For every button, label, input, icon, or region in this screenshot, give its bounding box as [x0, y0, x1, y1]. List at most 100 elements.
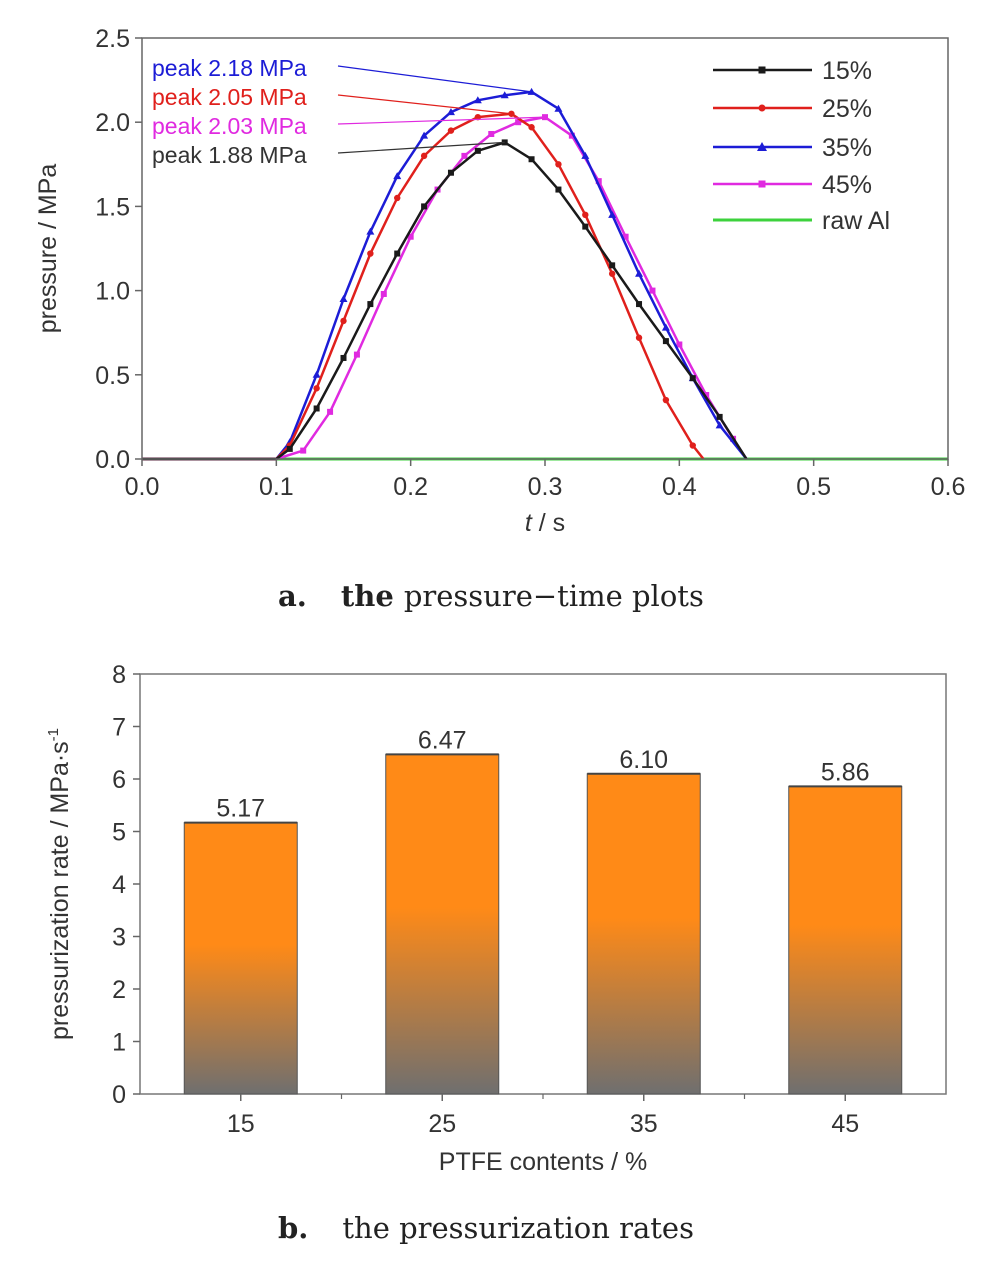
bar-value-label: 6.10 [619, 746, 668, 774]
data-point [703, 392, 710, 399]
y-tick-label: 2.5 [95, 25, 130, 53]
data-point [447, 127, 455, 134]
y-tick-label: 0.0 [95, 446, 130, 474]
legend-entry: 25% [713, 95, 872, 123]
bar-group: 5.86 [788, 758, 903, 1095]
legend: 15% 25% 35% 45% raw Al [713, 57, 890, 235]
data-point [649, 287, 656, 294]
series-line [142, 141, 748, 461]
data-point [394, 194, 401, 202]
legend-marker [758, 104, 766, 112]
data-point [661, 323, 670, 331]
bar-group: 6.10 [586, 746, 701, 1095]
peak-annotation-label: peak 2.18 MPa [152, 55, 307, 81]
series-25- [142, 110, 705, 461]
x-tick-label: 0.0 [125, 473, 160, 501]
caption-b: b. the pressurization rates [278, 1211, 694, 1245]
y-tick-label: 7 [112, 714, 126, 742]
data-point [608, 270, 616, 277]
data-point [555, 186, 562, 193]
y-tick-label: 8 [112, 661, 126, 689]
y-tick-label: 1 [112, 1029, 126, 1057]
legend-label: 35% [822, 134, 872, 162]
bar [385, 753, 500, 1095]
data-point [313, 405, 320, 412]
data-point [582, 211, 589, 219]
x-tick-label: 0.5 [796, 473, 831, 501]
x-tick-label: 15 [227, 1110, 255, 1138]
x-tick-label: 0.4 [662, 473, 697, 501]
data-point [313, 385, 320, 392]
legend-marker [757, 142, 767, 151]
series-line [142, 90, 748, 461]
y-tick-label: 2 [112, 976, 126, 1004]
data-point [716, 413, 723, 420]
peak-annotation-leader [337, 65, 532, 93]
data-point [568, 132, 575, 139]
data-point [353, 351, 360, 358]
y-tick-label: 2.0 [95, 109, 130, 137]
y-tick-label: 3 [112, 924, 126, 952]
data-point [608, 210, 617, 218]
data-point [474, 147, 481, 154]
data-point [339, 295, 348, 303]
x-tick-label: 25 [428, 1110, 456, 1138]
data-point [367, 301, 374, 308]
data-point [528, 124, 535, 131]
data-point [622, 233, 629, 240]
bar [586, 773, 701, 1095]
bar-value-label: 6.47 [418, 726, 467, 754]
bar-group: 6.47 [385, 726, 500, 1095]
peak-annotation-label: peak 1.88 MPa [152, 142, 307, 168]
data-point [515, 119, 522, 126]
peak-annotation-leader [337, 141, 505, 154]
series-15- [142, 139, 748, 461]
data-point [340, 354, 347, 361]
legend-label: 45% [822, 171, 872, 199]
x-tick-label: 45 [831, 1110, 859, 1138]
data-point [420, 152, 428, 160]
caption-a: a. the pressure−time plots [278, 579, 704, 613]
x-tick-label: 0.6 [931, 473, 966, 501]
data-point [380, 290, 387, 297]
data-point [473, 96, 482, 104]
y-tick-label: 4 [112, 871, 126, 899]
y-axis-label: pressure / MPa [34, 164, 62, 334]
data-point [715, 421, 724, 429]
x-tick-label: 0.3 [528, 473, 563, 501]
y-tick-label: 1.5 [95, 193, 130, 221]
data-point [421, 203, 428, 210]
legend-label: raw Al [822, 207, 890, 235]
data-point [581, 151, 590, 159]
y-tick-label: 0.5 [95, 362, 130, 390]
data-point [689, 442, 696, 449]
data-point [327, 408, 334, 415]
data-point [394, 250, 401, 257]
peak-annotation: peak 2.18 MPa [152, 55, 532, 93]
peak-annotation: peak 2.03 MPa [152, 113, 546, 139]
data-point [407, 233, 414, 240]
bar-value-label: 5.86 [821, 758, 870, 786]
legend-marker [758, 66, 766, 74]
y-tick-label: 0 [112, 1081, 126, 1109]
peak-annotation-leader [337, 94, 512, 115]
bar [788, 785, 903, 1095]
data-point [555, 161, 562, 168]
peak-annotation: peak 2.05 MPa [152, 84, 512, 115]
data-point [366, 227, 375, 235]
x-axis-label: t / s [525, 509, 565, 537]
x-axis-label: PTFE contents / % [439, 1148, 647, 1176]
data-point [676, 341, 683, 348]
data-point [636, 301, 643, 308]
peak-annotation-leader [337, 116, 546, 125]
pressure-time-chart: peak 2.18 MPa peak 2.05 MPa peak 2.03 MPa p… [34, 25, 965, 613]
data-point [367, 250, 374, 257]
x-tick-label: 0.2 [393, 473, 428, 501]
legend-entry: 15% [713, 57, 872, 85]
peak-annotation-label: peak 2.03 MPa [152, 113, 307, 139]
data-point [312, 370, 321, 378]
legend-marker [758, 180, 766, 188]
legend-entry: 45% [713, 171, 872, 199]
legend-label: 15% [822, 57, 872, 85]
